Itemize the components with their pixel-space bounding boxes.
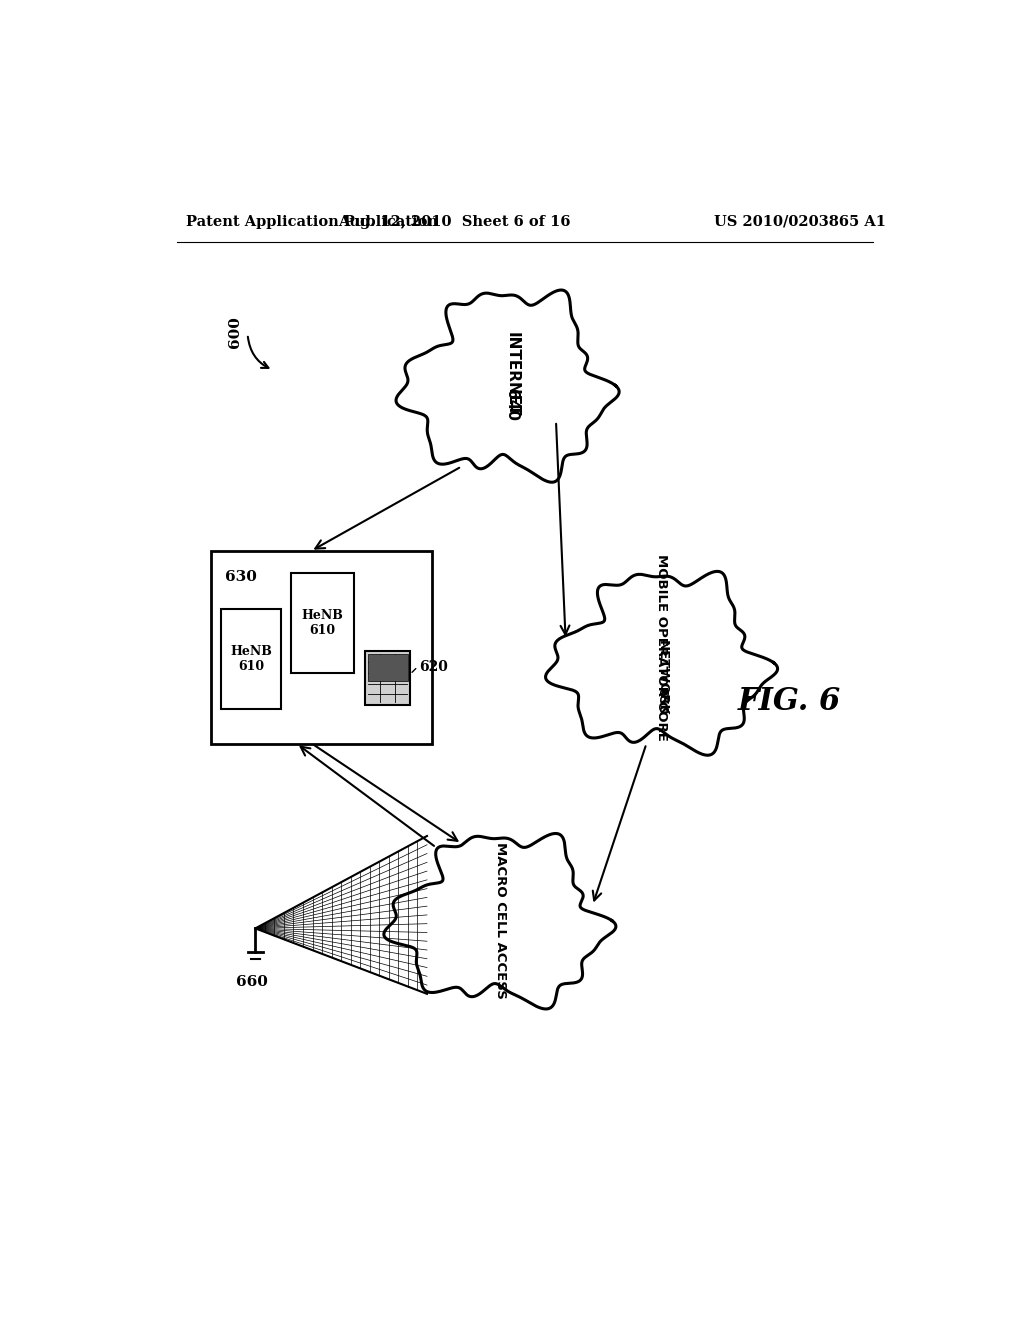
- Bar: [211, 552, 432, 743]
- Text: US 2010/0203865 A1: US 2010/0203865 A1: [715, 215, 887, 228]
- Bar: [368, 653, 408, 681]
- Text: 600: 600: [227, 315, 242, 347]
- Polygon shape: [384, 833, 615, 1008]
- Text: 660: 660: [236, 974, 267, 989]
- Text: HeNB
610: HeNB 610: [230, 645, 272, 673]
- Text: Aug. 12, 2010  Sheet 6 of 16: Aug. 12, 2010 Sheet 6 of 16: [338, 215, 570, 228]
- Text: 620: 620: [419, 660, 449, 673]
- Bar: [366, 651, 410, 705]
- Text: FIG. 6: FIG. 6: [737, 686, 841, 717]
- Text: Patent Application Publication: Patent Application Publication: [186, 215, 438, 228]
- Text: MACRO CELL ACCESS: MACRO CELL ACCESS: [494, 842, 507, 999]
- Bar: [221, 609, 282, 709]
- Polygon shape: [546, 572, 777, 755]
- Text: INTERNET: INTERNET: [504, 331, 519, 416]
- Text: HeNB
610: HeNB 610: [301, 609, 343, 636]
- Text: NETWORK: NETWORK: [655, 640, 669, 715]
- Text: 640: 640: [504, 389, 519, 421]
- Bar: [291, 573, 354, 673]
- Polygon shape: [396, 290, 620, 482]
- FancyArrowPatch shape: [248, 337, 268, 368]
- Text: MOBILE OPERATOR CORE: MOBILE OPERATOR CORE: [655, 554, 669, 741]
- Text: 630: 630: [225, 570, 257, 585]
- Text: 650: 650: [655, 688, 669, 715]
